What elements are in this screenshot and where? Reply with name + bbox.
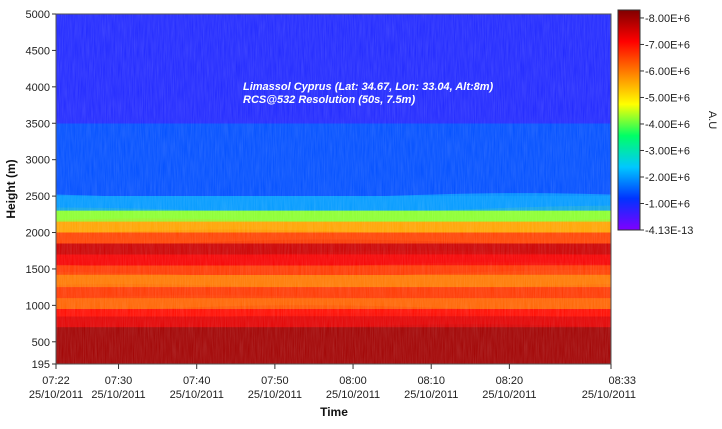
colorbar-tick-label: -3.00E+6 — [645, 145, 690, 157]
x-tick-date-label: 25/10/2011 — [29, 389, 83, 401]
y-tick-label: 5000 — [26, 9, 50, 21]
x-tick-date-label: 25/10/2011 — [91, 389, 145, 401]
y-tick-label: 2500 — [26, 191, 50, 203]
colorbar-tick-label: -8.00E+6 — [645, 13, 690, 25]
heatmap-plot-area — [56, 14, 611, 364]
y-tick-label: 1000 — [26, 300, 50, 312]
x-tick-time-label: 07:50 — [261, 375, 289, 387]
x-axis-title: Time — [320, 405, 348, 419]
colorbar: -8.00E+6 -7.00E+6 -6.00E+6 -5.00E+6 -4.00E+6… — [617, 9, 718, 237]
y-tick-label: 195 — [32, 359, 50, 371]
x-tick-date-label: 25/10/2011 — [404, 389, 458, 401]
x-tick-time-label: 07:22 — [42, 375, 70, 387]
y-tick-label: 1500 — [26, 264, 50, 276]
y-axis: 195 500 1000 1500 2000 2500 3000 3500 4000 4500 50… — [26, 9, 56, 371]
colorbar-ticks: -8.00E+6 -7.00E+6 -6.00E+6 -5.00E+6 -4.00E+6… — [640, 13, 693, 237]
x-tick-date-label: 25/10/2011 — [582, 389, 636, 401]
x-tick-date-label: 25/10/2011 — [170, 389, 224, 401]
colorbar-tick-label: -5.00E+6 — [645, 92, 690, 104]
y-tick-label: 500 — [32, 337, 50, 349]
x-tick-time-label: 08:10 — [417, 375, 445, 387]
colorbar-tick-label: -4.13E-13 — [645, 225, 693, 237]
location-annotation: Limassol Cyprus (Lat: 34.67, Lon: 33.04,… — [243, 81, 494, 93]
x-axis: 07:22 25/10/2011 07:30 25/10/2011 07:40 25/10… — [29, 364, 636, 401]
colorbar-title: A.U — [706, 111, 718, 129]
x-tick-time-label: 07:40 — [183, 375, 211, 387]
x-tick-date-label: 25/10/2011 — [248, 389, 302, 401]
y-tick-label: 4000 — [26, 82, 50, 94]
y-axis-title: Height (m) — [4, 159, 18, 218]
y-tick-label: 3000 — [26, 155, 50, 167]
colorbar-tick-label: -2.00E+6 — [645, 172, 690, 184]
colorbar-tick-label: -4.00E+6 — [645, 119, 690, 131]
resolution-annotation: RCS@532 Resolution (50s, 7.5m) — [243, 94, 415, 106]
colorbar-tick-label: -7.00E+6 — [645, 39, 690, 51]
x-tick-time-label: 08:20 — [496, 375, 524, 387]
x-tick-time-label: 08:33 — [608, 375, 636, 387]
x-tick-date-label: 25/10/2011 — [482, 389, 536, 401]
x-tick-date-label: 25/10/2011 — [326, 389, 380, 401]
colorbar-tick-label: -6.00E+6 — [645, 66, 690, 78]
colorbar-tick-label: -1.00E+6 — [645, 198, 690, 210]
x-tick-time-label: 07:30 — [105, 375, 133, 387]
x-tick-time-label: 08:00 — [339, 375, 367, 387]
y-tick-label: 3500 — [26, 118, 50, 130]
y-tick-label: 4500 — [26, 45, 50, 57]
y-tick-label: 2000 — [26, 228, 50, 240]
